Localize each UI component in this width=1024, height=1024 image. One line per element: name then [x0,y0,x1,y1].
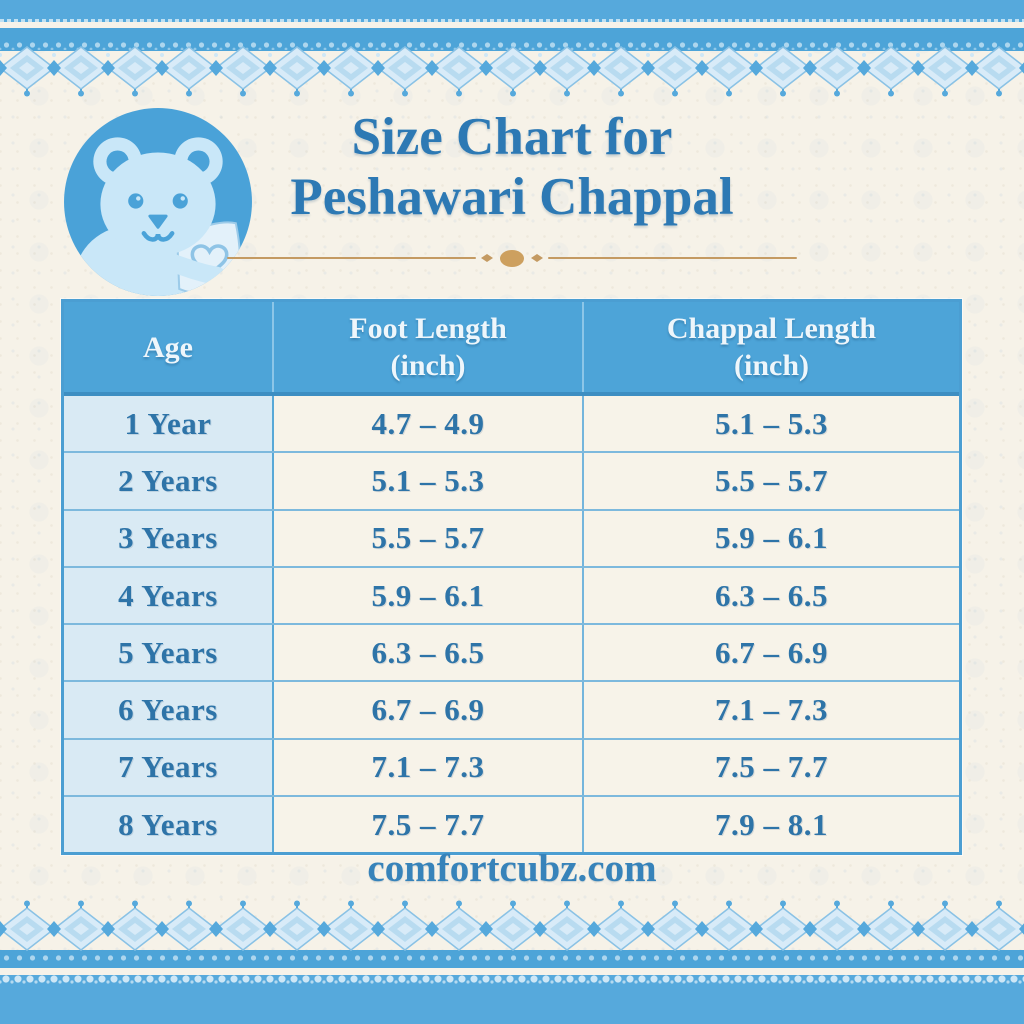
age-cell: 6 Years [64,682,274,738]
decorative-border-bottom [0,893,1024,1024]
age-cell: 8 Years [64,797,274,853]
age-cell: 5 Years [64,625,274,681]
page-title-line1: Size Chart for [351,108,673,166]
foot-length-cell: 6.7 – 6.9 [274,682,584,738]
table-row: 4 Years 5.9 – 6.1 6.3 – 6.5 [64,565,959,624]
table-row: 5 Years 6.3 – 6.5 6.7 – 6.9 [64,623,959,681]
divider-ellipse-icon [500,249,524,267]
table-row: 1 Year 4.7 – 4.9 5.1 – 5.3 [64,396,959,452]
size-chart-table: Age Foot Length (inch) Chappal Length (i… [61,299,962,856]
chappal-length-cell: 6.3 – 6.5 [715,577,828,613]
table-row: 3 Years 5.5 – 5.7 5.9 – 6.1 [64,508,959,566]
foot-length-cell: 5.5 – 5.7 [274,510,584,566]
chappal-length-cell: 6.7 – 6.9 [715,634,828,670]
age-cell: 4 Years [64,567,274,624]
chappal-length-cell: 7.1 – 7.3 [715,692,828,728]
website-url: comfortcubz.com [367,847,657,890]
chappal-length-cell: 7.5 – 7.7 [715,749,828,785]
age-cell: 2 Years [64,453,274,509]
header-foot-length-label: Foot Length [349,312,507,345]
decorative-border-top [0,0,1024,97]
foot-length-cell: 5.1 – 5.3 [274,453,584,509]
header-age-label: Age [143,330,193,364]
age-cell: 7 Years [64,739,274,796]
table-header-row: Age Foot Length (inch) Chappal Length (i… [64,302,959,396]
header-foot-length-unit: (inch) [390,349,466,382]
teddy-bear-logo-icon [64,108,252,296]
chappal-length-cell: 7.9 – 8.1 [715,806,828,842]
chappal-length-cell: 5.9 – 6.1 [715,520,828,556]
table-row: 8 Years 7.5 – 7.7 7.9 – 8.1 [64,795,959,853]
table-row: 2 Years 5.1 – 5.3 5.5 – 5.7 [64,451,959,509]
divider-diamond-right-icon [531,254,543,262]
divider-diamond-left-icon [481,254,493,262]
chappal-length-cell: 5.5 – 5.7 [715,462,828,498]
table-row: 7 Years 7.1 – 7.3 7.5 – 7.7 [64,737,959,796]
foot-length-cell: 5.9 – 6.1 [274,567,584,624]
header-chappal-length-label: Chappal Length [666,312,877,345]
age-cell: 3 Years [64,510,274,566]
table-row: 6 Years 6.7 – 6.9 7.1 – 7.3 [64,680,959,738]
page-title: Size Chart for Peshawari Chappal [0,108,1024,228]
foot-length-cell: 4.7 – 4.9 [274,396,584,452]
title-divider [227,249,797,267]
page-title-line2: Peshawari Chappal [290,167,734,226]
header-foot-length: Foot Length (inch) [274,302,584,392]
divider-line-right [548,256,797,260]
chappal-length-cell: 5.1 – 5.3 [715,405,828,441]
foot-length-cell: 7.5 – 7.7 [274,797,584,853]
foot-length-cell: 6.3 – 6.5 [274,625,584,681]
divider-line-left [227,256,476,260]
header-chappal-length-unit: (inch) [734,349,809,382]
header-age: Age [64,302,274,392]
age-cell: 1 Year [64,396,274,452]
foot-length-cell: 7.1 – 7.3 [274,739,584,796]
header-chappal-length: Chappal Length (inch) [584,302,959,392]
